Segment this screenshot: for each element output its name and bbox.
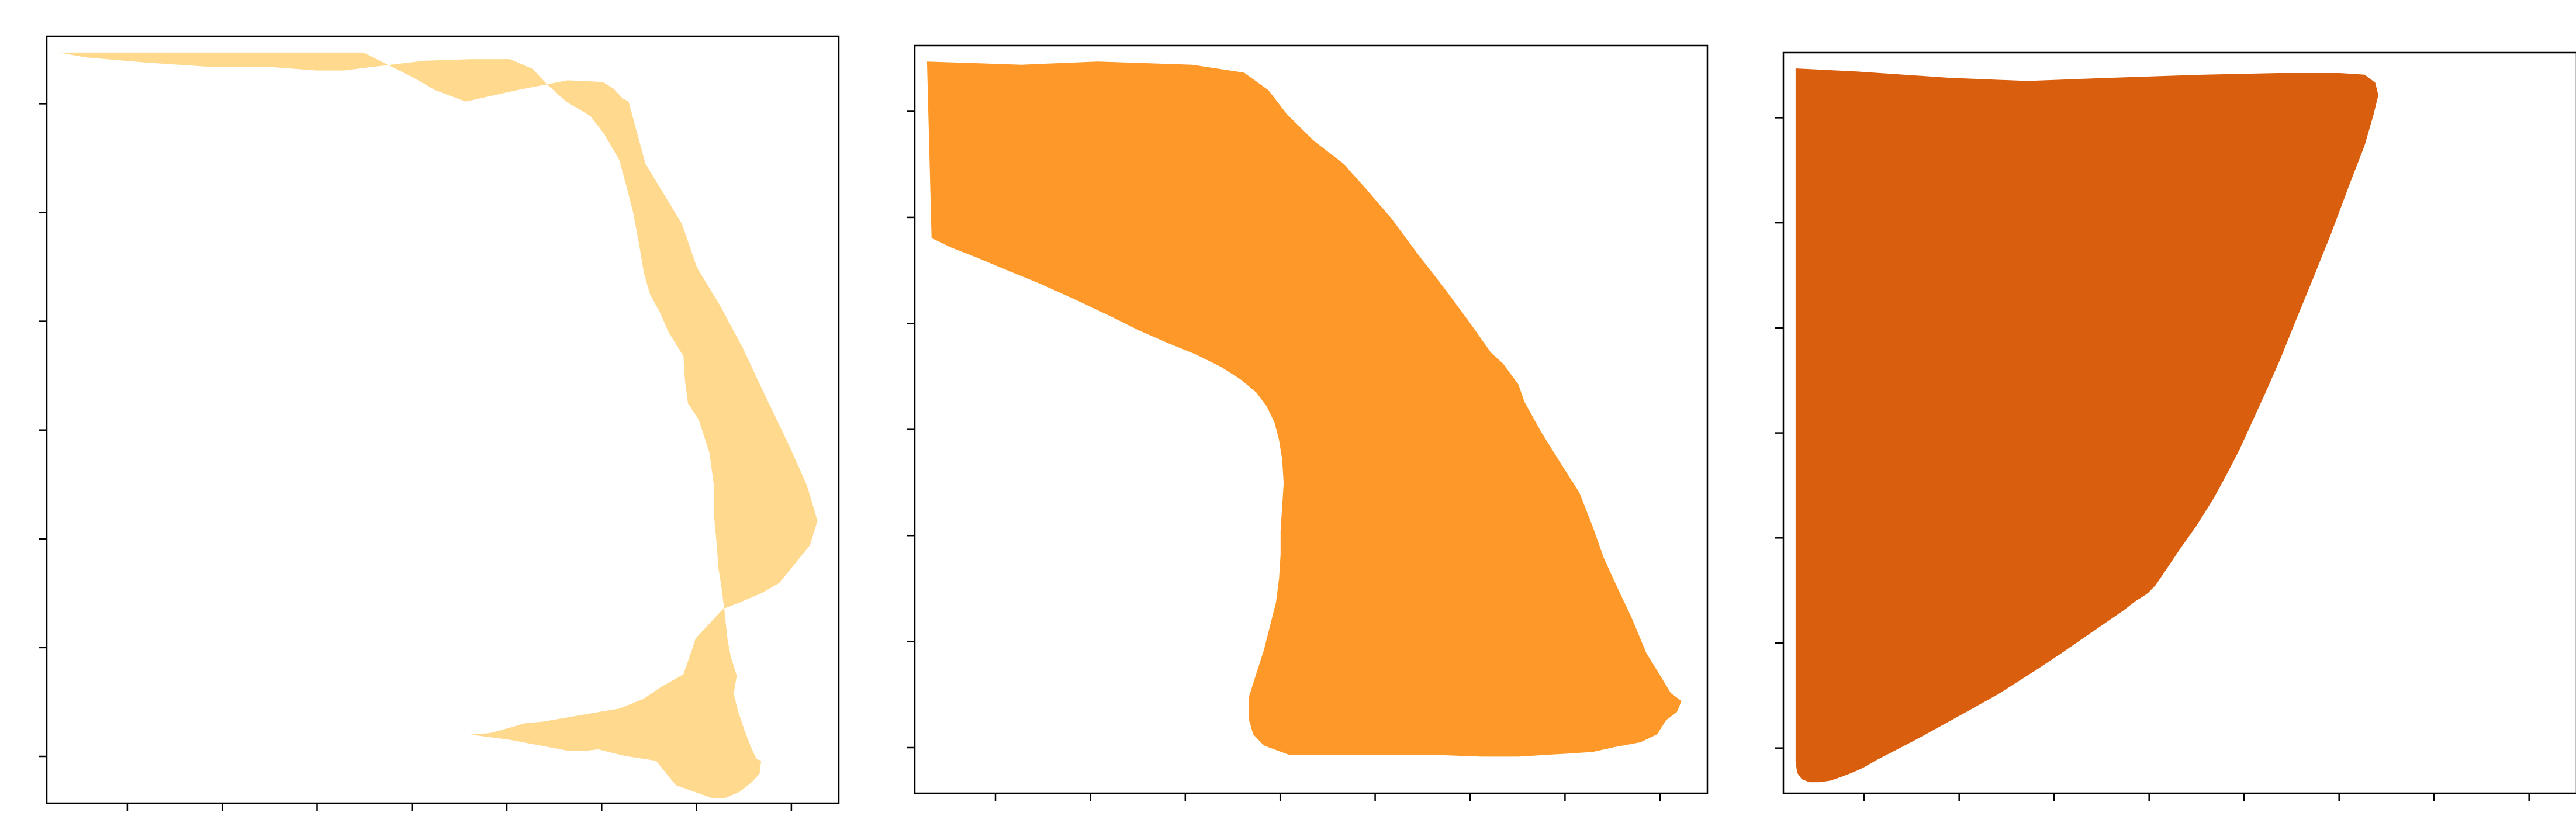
panel-3-region-shape bbox=[1795, 68, 2378, 783]
panel-1 bbox=[39, 35, 840, 811]
panel-2 bbox=[907, 44, 1709, 801]
panel-1-region-shape bbox=[58, 52, 818, 798]
panel-3 bbox=[1775, 51, 2576, 801]
panel-2-region-shape bbox=[926, 61, 1682, 757]
